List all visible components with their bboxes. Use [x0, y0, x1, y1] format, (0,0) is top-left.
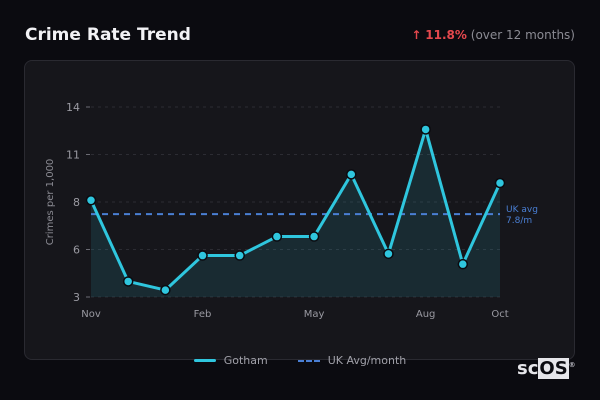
x-tick-label: Oct — [491, 309, 508, 320]
chart-panel — [24, 60, 575, 360]
legend-item-uk-avg[interactable]: UK Avg/month — [297, 354, 407, 367]
y-tick-label: 3 — [73, 291, 80, 304]
data-point[interactable] — [457, 258, 469, 270]
data-point[interactable] — [346, 169, 357, 180]
data-point[interactable] — [122, 276, 134, 287]
data-point[interactable] — [197, 250, 208, 261]
legend-label: UK Avg/month — [327, 354, 407, 367]
data-points — [85, 124, 506, 296]
y-axis: 3 6 8 11 14 — [66, 101, 90, 304]
data-point[interactable] — [85, 195, 97, 206]
brand-logo: scOS® — [517, 358, 576, 379]
y-tick-label: 8 — [73, 196, 80, 209]
y-tick-label: 14 — [66, 101, 80, 114]
x-tick-label: Nov — [81, 309, 101, 320]
brand-prefix: sc — [517, 358, 539, 379]
x-axis: Nov Feb May Aug Oct — [81, 309, 508, 320]
solid-line-swatch-icon — [193, 359, 216, 362]
data-point[interactable] — [308, 231, 320, 242]
brand-highlight: OS — [538, 358, 569, 379]
chart-legend: Gotham UK Avg/month — [0, 354, 600, 367]
x-tick-label: May — [304, 309, 325, 320]
arrow-up-icon: ↑ — [411, 28, 422, 42]
data-point[interactable] — [234, 250, 245, 261]
data-point[interactable] — [271, 231, 283, 242]
reference-annotation-line2: 7.8/m — [506, 216, 532, 226]
legend-label: Gotham — [223, 354, 268, 367]
dashed-line-swatch-icon — [297, 359, 320, 362]
y-axis-label: Crimes per 1,000 — [45, 159, 56, 246]
change-value: 11.8% — [425, 28, 467, 42]
change-period: (over 12 months) — [470, 28, 575, 42]
registered-mark: ® — [568, 361, 576, 369]
reference-annotation-line1: UK avg — [506, 205, 538, 215]
legend-item-gotham[interactable]: Gotham — [193, 354, 268, 367]
x-tick-label: Aug — [416, 309, 436, 320]
data-point[interactable] — [494, 177, 506, 189]
x-tick-label: Feb — [194, 309, 212, 320]
series-area — [91, 129, 500, 297]
data-point[interactable] — [420, 124, 431, 135]
data-point[interactable] — [160, 284, 171, 296]
trend-change-indicator: ↑ 11.8% (over 12 months) — [411, 28, 575, 42]
y-tick-label: 6 — [73, 244, 80, 257]
data-point[interactable] — [383, 248, 394, 260]
grid-lines — [91, 106, 500, 298]
page-title: Crime Rate Trend — [25, 25, 191, 45]
series-line-gotham — [89, 127, 502, 292]
y-tick-label: 11 — [66, 149, 80, 162]
